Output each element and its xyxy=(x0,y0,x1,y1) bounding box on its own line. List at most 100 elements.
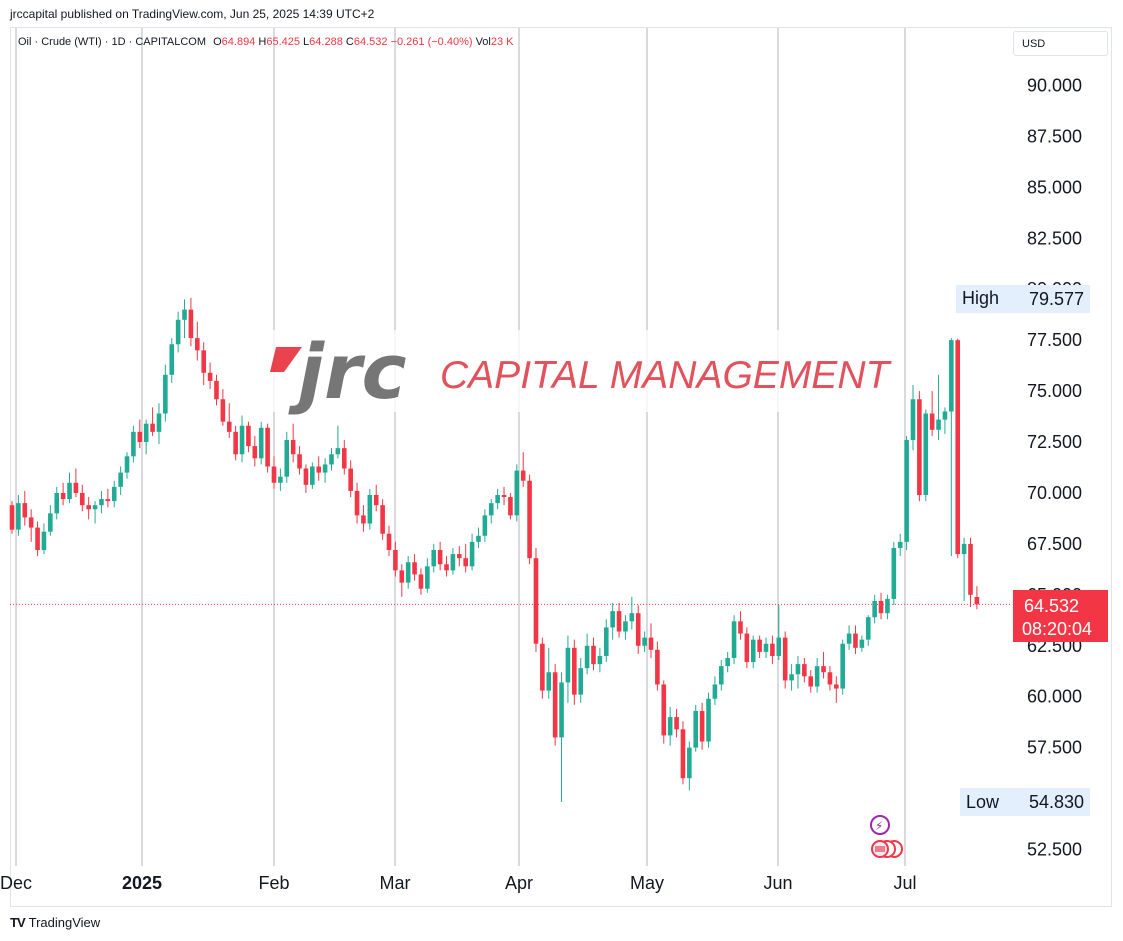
y-tick-label: 72.500 xyxy=(1027,432,1082,452)
candle xyxy=(163,364,168,422)
candle xyxy=(348,460,353,498)
lightning-icon: ⚡ xyxy=(875,819,883,833)
x-tick-label: Dec xyxy=(0,873,32,893)
x-tick-label: 2025 xyxy=(122,873,162,893)
candle xyxy=(271,456,277,489)
candle xyxy=(968,537,973,608)
candle xyxy=(834,676,839,703)
candle-body xyxy=(156,413,162,432)
candle xyxy=(28,509,34,542)
chart-frame[interactable] xyxy=(10,27,1112,907)
candle xyxy=(540,637,545,699)
candle-body xyxy=(252,446,258,459)
candle-body xyxy=(974,596,980,605)
candle xyxy=(565,635,571,703)
candle xyxy=(156,403,162,445)
candle-body xyxy=(258,427,264,459)
candle-body xyxy=(527,480,532,559)
candle-body xyxy=(73,482,79,493)
symbol-legend[interactable]: Oil · Crude (WTI) · 1D · CAPITALCOM O64.… xyxy=(18,36,514,48)
candle-body xyxy=(207,372,213,381)
candle-body xyxy=(278,476,283,483)
candle xyxy=(303,464,309,493)
candle xyxy=(214,374,219,406)
us-flag-stripes xyxy=(875,846,885,852)
candle xyxy=(482,509,488,542)
candle-body xyxy=(661,684,667,736)
countdown-timer: 08:20:04 xyxy=(1022,619,1092,639)
candle xyxy=(789,664,794,691)
candle-body xyxy=(782,637,788,681)
candle xyxy=(418,568,424,595)
candle-body xyxy=(865,617,871,640)
y-tick-label: 75.000 xyxy=(1027,381,1082,401)
candle xyxy=(60,482,66,506)
candle xyxy=(955,338,961,559)
candle-body xyxy=(303,468,309,485)
candle xyxy=(239,415,245,463)
candle xyxy=(897,533,903,557)
candle-body xyxy=(335,448,341,455)
publish-header: jrccapital published on TradingView.com,… xyxy=(10,7,375,21)
candle xyxy=(904,435,909,551)
candle-body xyxy=(329,454,334,465)
candle xyxy=(693,704,699,752)
candle-body xyxy=(648,637,654,650)
candle-body xyxy=(175,319,181,345)
candle xyxy=(431,543,437,573)
candle xyxy=(393,541,398,577)
candle xyxy=(99,490,104,514)
candle xyxy=(508,492,513,520)
candle-body xyxy=(718,666,724,685)
candle-body xyxy=(348,468,353,491)
candle xyxy=(258,421,264,465)
candle-body xyxy=(891,547,897,599)
candle-body xyxy=(808,676,814,687)
candle-body xyxy=(789,674,794,681)
candle xyxy=(457,545,462,567)
candle-body xyxy=(79,492,85,506)
candle-body xyxy=(578,668,584,695)
candle-body xyxy=(795,664,801,675)
candle xyxy=(322,458,328,483)
candle xyxy=(386,525,392,557)
low-label: L xyxy=(303,36,310,48)
candle-body xyxy=(99,499,104,506)
dividend-event-icon xyxy=(870,815,890,835)
candle xyxy=(885,594,890,620)
open-label: O xyxy=(213,36,222,48)
last-price-badge-bg xyxy=(1013,590,1108,642)
candle-body xyxy=(725,657,730,667)
candle xyxy=(246,421,251,453)
candle-body xyxy=(872,600,877,618)
candle-body xyxy=(565,647,571,683)
candle-body xyxy=(457,554,462,559)
candle-body xyxy=(399,570,405,583)
candle xyxy=(207,362,213,390)
candle-body xyxy=(910,399,916,440)
candle-body xyxy=(297,454,302,469)
watermark-red-slash xyxy=(270,347,302,372)
event-icons[interactable]: ⚡ xyxy=(870,815,903,858)
candle xyxy=(770,635,775,665)
candle-body xyxy=(341,448,347,469)
candle-body xyxy=(431,550,437,567)
candle-body xyxy=(188,309,194,339)
candle xyxy=(840,639,845,695)
candle-body xyxy=(687,747,692,779)
candle xyxy=(310,462,315,489)
symbol-name: Oil · Crude (WTI) · 1D · CAPITALCOM xyxy=(18,36,207,48)
candle-body xyxy=(361,515,366,524)
high-badge-value: 79.577 xyxy=(1029,289,1084,309)
candle xyxy=(265,423,270,473)
candle xyxy=(725,651,730,673)
watermark-logo: jrc CAPITAL MANAGEMENT xyxy=(268,327,892,416)
candle-body xyxy=(265,427,270,467)
candle-body xyxy=(591,645,596,665)
candle xyxy=(802,657,807,683)
candle-body xyxy=(667,717,673,736)
candle-body xyxy=(310,466,315,485)
currency-selector[interactable]: USD xyxy=(1013,31,1108,56)
footer-branding[interactable]: TV TradingView xyxy=(10,915,100,930)
